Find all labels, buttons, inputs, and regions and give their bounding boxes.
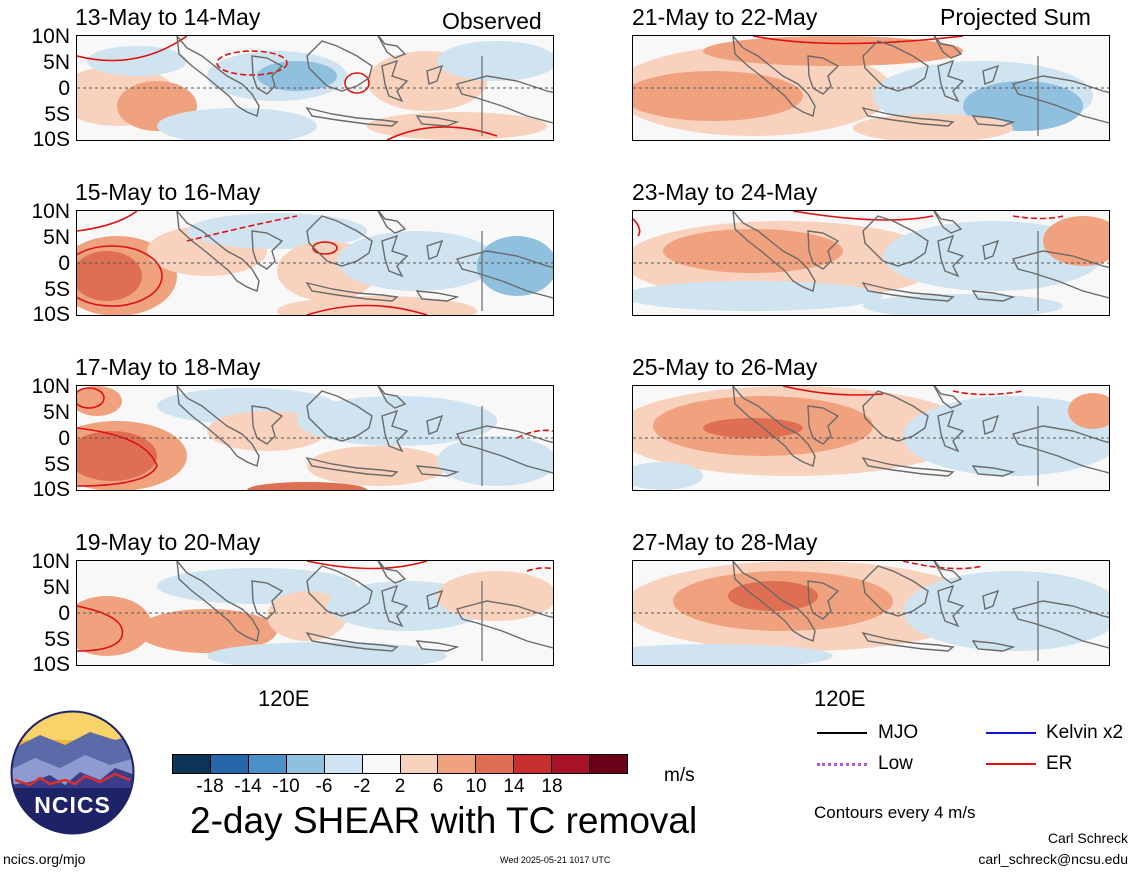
- colorbar-tick-labels: -18 -14 -10 -6 -2 2 6 10 14 18: [172, 776, 628, 802]
- map-panel-left-2: [76, 210, 554, 316]
- legend: MJO Kelvin x2 Low ER: [814, 720, 1134, 780]
- lat-label: 10N: [31, 550, 70, 573]
- panel-title-right-1: 21-May to 22-May: [632, 4, 818, 30]
- lat-label: 10N: [31, 375, 70, 398]
- panel-title-left-3: 17-May to 18-May: [75, 354, 261, 380]
- lat-label: 5N: [43, 226, 70, 249]
- map-panel-right-4: [632, 560, 1110, 666]
- panel-title-left-2: 15-May to 16-May: [75, 179, 261, 205]
- footer-author: Carl Schreck: [1047, 830, 1128, 846]
- legend-line-low: [817, 763, 867, 766]
- contour-note: Contours every 4 m/s: [814, 803, 976, 822]
- colorbar-swatch: [437, 755, 476, 773]
- figure-title: 2-day SHEAR with TC removal: [190, 800, 698, 841]
- panel-title-right-3: 25-May to 26-May: [632, 354, 818, 380]
- legend-label-mjo: MJO: [878, 722, 919, 743]
- lat-label: 0: [58, 427, 70, 450]
- lat-label: 5S: [44, 103, 70, 126]
- colorbar-tick-label: -2: [353, 776, 371, 797]
- legend-label-kelvin: Kelvin x2: [1046, 722, 1124, 743]
- colorbar-tick-label: 6: [432, 776, 444, 797]
- lat-label: 5S: [44, 278, 70, 301]
- colorbar-swatch: [247, 755, 286, 773]
- colorbar-tick-label: 10: [465, 776, 487, 797]
- lat-label: 5N: [43, 51, 70, 74]
- lat-label: 0: [58, 77, 70, 100]
- colorbar-swatch: [513, 755, 552, 773]
- colorbar-swatch: [323, 755, 362, 773]
- colorbar-swatch: [209, 755, 248, 773]
- panel-title-left-4: 19-May to 20-May: [75, 529, 261, 555]
- panel-title-left-1: 13-May to 14-May: [75, 4, 261, 30]
- lat-label: 5N: [43, 401, 70, 424]
- projected-label: Projected Sum: [940, 4, 1091, 30]
- colorbar-tick-label: -6: [315, 776, 333, 797]
- legend-label-er: ER: [1046, 753, 1073, 774]
- colorbar-tick-label: -18: [196, 776, 224, 797]
- map-panel-right-2: [632, 210, 1110, 316]
- lat-label: 10S: [32, 303, 70, 326]
- map-panel-left-1: [76, 35, 554, 141]
- lat-label: 10S: [32, 478, 70, 501]
- colorbar-tick-label: 18: [541, 776, 563, 797]
- colorbar-swatch: [551, 755, 590, 773]
- panel-title-right-2: 23-May to 24-May: [632, 179, 818, 205]
- lat-label: 0: [58, 252, 70, 275]
- legend-line-er: [986, 763, 1036, 765]
- colorbar-swatch: [399, 755, 438, 773]
- footer-email: carl_schreck@ncsu.edu: [978, 851, 1128, 867]
- lat-label: 10S: [32, 653, 70, 676]
- colorbar-swatch: [361, 755, 400, 773]
- panel-title-right-4: 27-May to 28-May: [632, 529, 818, 555]
- map-panel-left-3: [76, 385, 554, 491]
- longitude-label-left: 120E: [258, 686, 310, 711]
- ncics-logo-icon: NCICS: [10, 710, 135, 835]
- colorbar-swatch: [475, 755, 514, 773]
- lat-label: 10N: [31, 25, 70, 48]
- observed-label: Observed: [442, 8, 542, 34]
- colorbar-tick-label: 14: [503, 776, 525, 797]
- lat-label: 5S: [44, 628, 70, 651]
- legend-label-low: Low: [878, 753, 913, 774]
- colorbar-swatch: [173, 755, 210, 773]
- map-panel-left-4: [76, 560, 554, 666]
- longitude-label-right: 120E: [814, 686, 866, 711]
- colorbar-tick-label: -14: [234, 776, 262, 797]
- map-panel-right-1: [632, 35, 1110, 141]
- lat-label: 5S: [44, 453, 70, 476]
- colorbar-units: m/s: [664, 765, 695, 786]
- logo-text: NCICS: [34, 792, 111, 818]
- colorbar-tick-label: 2: [394, 776, 406, 797]
- lat-label: 0: [58, 602, 70, 625]
- colorbar: [172, 754, 628, 774]
- legend-line-kelvin: [986, 732, 1036, 734]
- lat-label: 10S: [32, 128, 70, 151]
- colorbar-tick-label: -10: [272, 776, 300, 797]
- map-panel-right-3: [632, 385, 1110, 491]
- colorbar-swatch: [285, 755, 324, 773]
- lat-label: 5N: [43, 576, 70, 599]
- colorbar-swatch: [589, 755, 628, 773]
- footer-timestamp: Wed 2025-05-21 1017 UTC: [500, 855, 611, 865]
- footer-url: ncics.org/mjo: [3, 851, 86, 867]
- lat-label: 10N: [31, 200, 70, 223]
- legend-line-mjo: [817, 732, 867, 734]
